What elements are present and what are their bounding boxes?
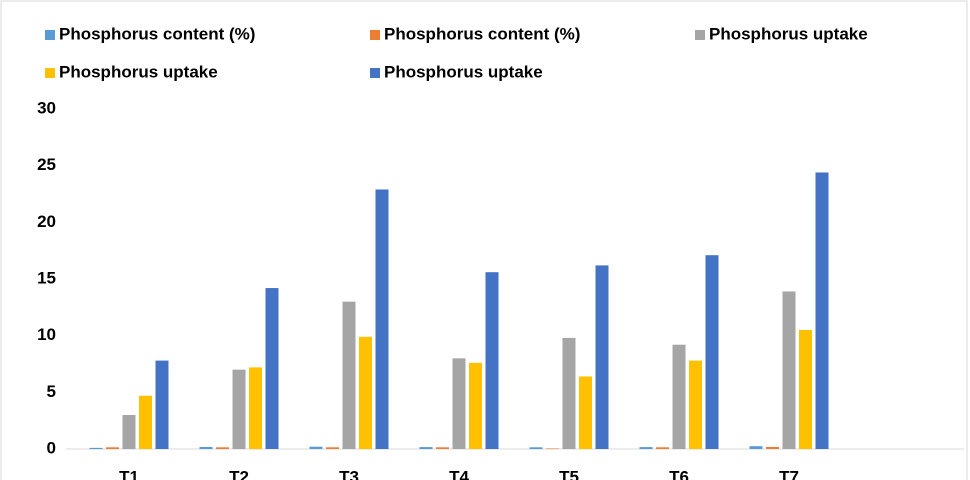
bar	[249, 367, 262, 449]
x-tick-label: T5	[559, 467, 579, 480]
bar	[656, 447, 669, 449]
bar	[529, 447, 543, 449]
bar	[485, 272, 499, 449]
legend-label: Phosphorus uptake	[709, 24, 868, 43]
legend-swatch	[45, 68, 55, 78]
y-tick-label: 25	[37, 155, 56, 174]
legend-swatch	[45, 30, 55, 40]
bar	[436, 447, 449, 449]
bar	[546, 448, 559, 449]
bar	[799, 330, 812, 449]
bar	[375, 189, 389, 449]
legend-label: Phosphorus content (%)	[59, 24, 255, 43]
bar	[216, 447, 229, 449]
bar	[782, 291, 796, 449]
bar	[689, 360, 702, 449]
bar	[89, 447, 103, 449]
x-tick-label: T2	[229, 467, 249, 480]
bar	[359, 336, 372, 449]
legend-label: Phosphorus uptake	[59, 62, 218, 81]
x-tick-label: T7	[779, 467, 799, 480]
legend-label: Phosphorus content (%)	[384, 24, 580, 43]
bar	[705, 255, 719, 449]
y-tick-label: 20	[37, 212, 56, 231]
legend-swatch	[370, 68, 380, 78]
bar	[199, 446, 213, 449]
bar	[155, 360, 169, 449]
bar	[562, 337, 576, 449]
bar	[452, 358, 466, 449]
bar	[122, 415, 136, 449]
bar	[579, 376, 592, 449]
y-tick-label: 15	[37, 268, 56, 287]
bar	[106, 447, 119, 449]
bar	[672, 344, 686, 449]
y-tick-label: 0	[47, 438, 56, 457]
bar	[419, 447, 433, 449]
bar	[265, 288, 279, 449]
x-tick-label: T3	[339, 467, 359, 480]
bar	[309, 446, 323, 449]
bar	[639, 447, 653, 449]
x-tick-label: T4	[449, 467, 469, 480]
x-tick-label: T1	[119, 467, 139, 480]
bar	[766, 446, 779, 449]
legend-swatch	[695, 30, 705, 40]
bar	[595, 265, 609, 449]
y-tick-label: 5	[47, 382, 56, 401]
bar	[815, 172, 829, 449]
bar	[326, 447, 339, 449]
bar	[232, 369, 246, 449]
bar	[469, 362, 482, 449]
x-tick-label: T6	[669, 467, 689, 480]
legend-label: Phosphorus uptake	[384, 62, 543, 81]
legend-swatch	[370, 30, 380, 40]
y-tick-label: 30	[37, 98, 56, 117]
y-tick-label: 10	[37, 325, 56, 344]
bar	[342, 301, 356, 449]
bar	[139, 395, 152, 449]
bar	[749, 446, 763, 449]
